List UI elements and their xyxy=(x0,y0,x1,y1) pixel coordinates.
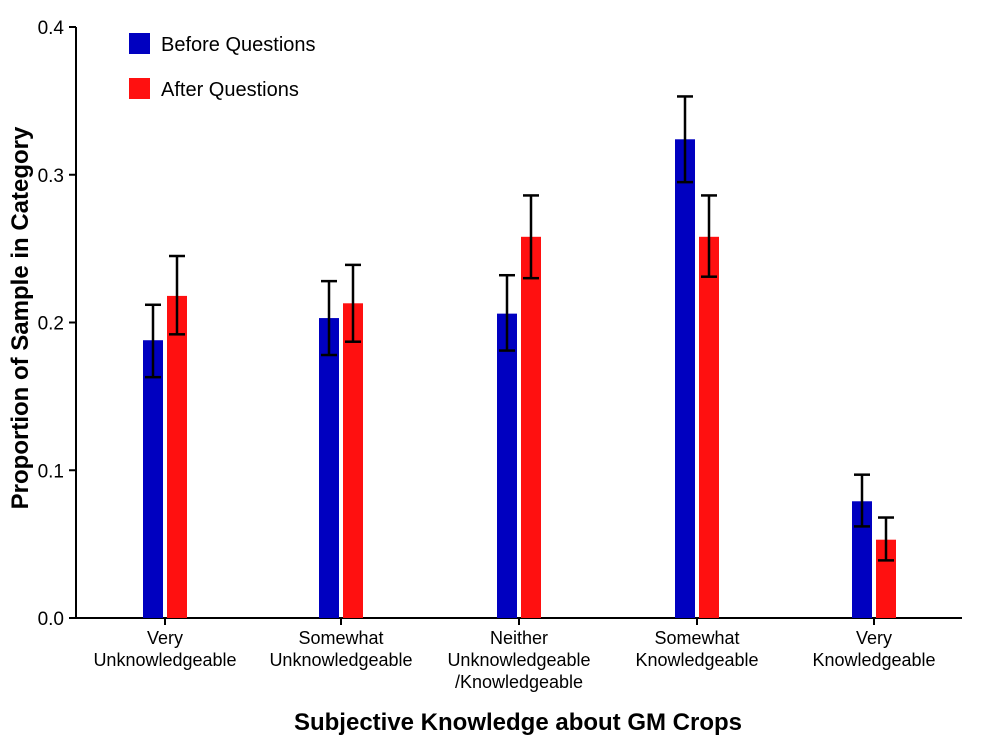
legend-label: After Questions xyxy=(161,79,299,101)
legend-label: Before Questions xyxy=(161,34,316,56)
y-tick-label: 0.0 xyxy=(38,609,64,630)
x-tick-label-line: Neither xyxy=(490,628,548,648)
bar xyxy=(319,318,339,618)
x-tick-label-line: Somewhat xyxy=(654,628,739,648)
bar xyxy=(699,236,719,618)
bars xyxy=(143,139,896,619)
x-tick-label-line: Very xyxy=(147,628,183,648)
x-tick-label: Somewhat Unknowledgeable xyxy=(269,628,412,670)
x-tick-label: Somewhat Knowledgeable xyxy=(635,628,758,670)
bar xyxy=(497,313,517,618)
x-tick-label-line: /Knowledgeable xyxy=(455,672,583,692)
axes xyxy=(69,26,962,625)
x-tick-label-line: Unknowledgeable xyxy=(93,650,236,670)
bar xyxy=(852,501,872,618)
x-tick-label-line: Very xyxy=(856,628,892,648)
y-tick-label: 0.1 xyxy=(38,461,64,482)
y-tick-label: 0.2 xyxy=(38,314,64,335)
legend: Before Questions After Questions xyxy=(129,33,316,101)
bar xyxy=(675,139,695,619)
y-tick-label: 0.3 xyxy=(38,166,64,187)
x-tick-label-line: Knowledgeable xyxy=(635,650,758,670)
x-tick-label-line: Unknowledgeable xyxy=(447,650,590,670)
x-tick-label-line: Knowledgeable xyxy=(812,650,935,670)
x-tick-label: Very Unknowledgeable xyxy=(93,628,236,670)
legend-swatch xyxy=(129,78,150,99)
y-tick-label: 0.4 xyxy=(38,18,65,39)
x-axis-title: Subjective Knowledge about GM Crops xyxy=(294,709,742,736)
error-bars xyxy=(145,95,894,562)
y-axis-title: Proportion of Sample in Category xyxy=(7,126,34,509)
legend-swatch xyxy=(129,33,150,54)
x-tick-label: Very Knowledgeable xyxy=(812,628,935,670)
bar xyxy=(167,295,187,618)
bar xyxy=(143,340,163,618)
x-tick-label-line: Somewhat xyxy=(298,628,383,648)
x-tick-label: Neither Unknowledgeable/Knowledgeable xyxy=(447,628,590,692)
bar xyxy=(343,303,363,618)
bar xyxy=(521,236,541,618)
x-tick-label-line: Unknowledgeable xyxy=(269,650,412,670)
